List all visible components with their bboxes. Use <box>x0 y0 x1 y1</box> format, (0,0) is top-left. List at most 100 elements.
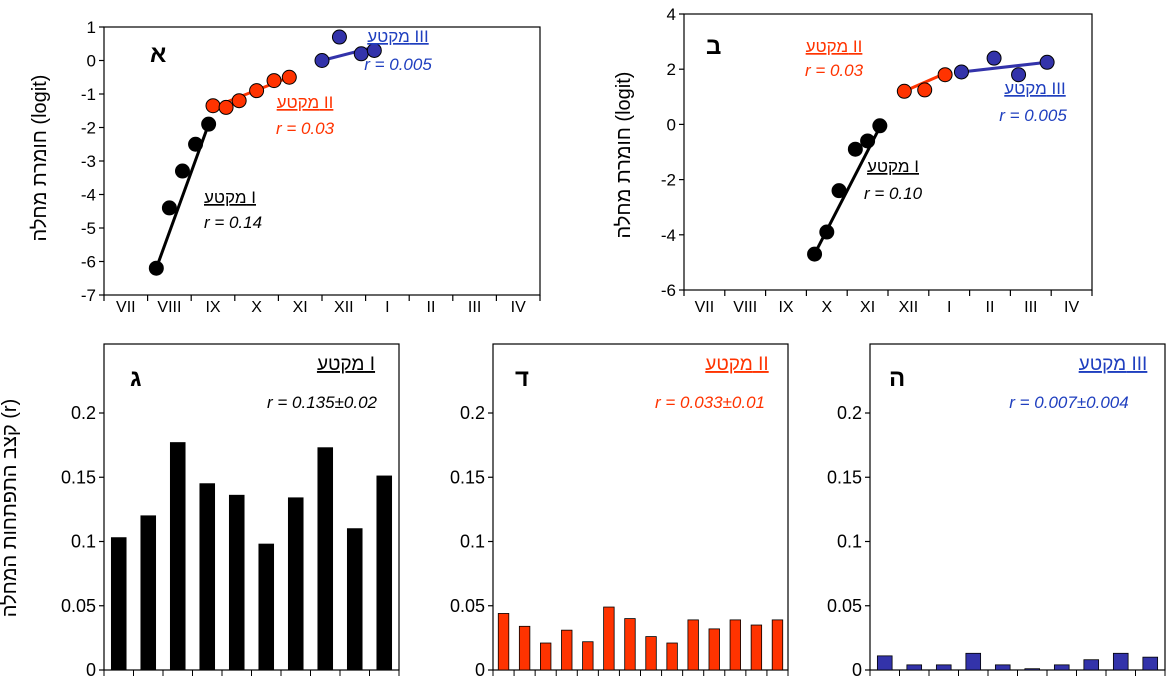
b-x-tick-label: XI <box>860 299 875 316</box>
a-y-tick-label: 1 <box>87 18 96 37</box>
panel-e-segment: מקטע III <box>1079 354 1148 375</box>
a-point-seg2 <box>266 73 282 89</box>
b-x-tick-label: III <box>1024 299 1037 316</box>
d-bar <box>603 606 615 671</box>
panel-b-frame <box>683 13 1093 291</box>
panel-a-letter: א <box>150 41 166 68</box>
b-point-seg1 <box>847 141 863 157</box>
b-x-tick-label: VII <box>695 299 715 316</box>
a-point-seg1 <box>174 163 190 179</box>
c-bar <box>199 483 216 671</box>
b-point-seg2 <box>896 83 912 99</box>
d-y-tick-label: 0.05 <box>450 596 485 616</box>
panel-b-letter: ב <box>706 33 721 60</box>
b-y-tick-label: 2 <box>667 60 676 79</box>
a-point-seg1 <box>161 200 177 216</box>
c-bar <box>110 537 127 671</box>
panel-b-seg2-r: r = 0.03 <box>805 61 864 80</box>
panel-c-bars <box>103 442 400 676</box>
panel-c-letter: ג <box>130 365 142 392</box>
d-y-tick-label: 0 <box>475 660 485 677</box>
panel-d-bars <box>492 606 789 676</box>
c-bar <box>317 447 334 671</box>
panel-c-y-ticks: 0 0.05 0.1 0.15 0.2 <box>61 403 104 677</box>
panel-a-seg1-r: r = 0.14 <box>204 213 262 232</box>
a-x-tick-label: XII <box>334 299 354 316</box>
e-bar <box>906 664 923 671</box>
a-y-tick-label: -1 <box>81 85 96 104</box>
panel-b-seg1-name: מקטע I <box>867 157 919 176</box>
d-bar <box>687 619 699 671</box>
a-point-seg2 <box>231 93 247 109</box>
panel-b: 420-2-4-6 VII VIII IX X XI XII I II III IV ב חומר… <box>613 5 1093 316</box>
a-point-seg2 <box>281 69 297 85</box>
a-y-tick-label: -7 <box>81 286 96 305</box>
a-x-tick-label: XI <box>293 299 308 316</box>
panel-b-seg2-name: מקטע II <box>806 37 863 56</box>
a-y-tick-label: 0 <box>87 52 96 71</box>
panel-b-seg3-r: r = 0.005 <box>999 106 1067 125</box>
d-bar <box>561 629 573 671</box>
panel-e-r: r = 0.007±0.004 <box>1009 393 1128 412</box>
a-point-seg3 <box>331 29 347 45</box>
panel-e: 0 0.05 0.1 0.15 0.2 ה מקטע III r = 0.007±0.0… <box>827 343 1166 677</box>
c-bar <box>376 475 393 671</box>
b-point-seg1 <box>872 118 888 134</box>
e-bar <box>1112 652 1129 671</box>
b-y-tick-label: -6 <box>661 281 676 300</box>
panel-a-seg1-name: מקטע I <box>204 188 256 207</box>
a-y-tick-label: -5 <box>81 219 96 238</box>
a-point-seg3 <box>366 42 382 58</box>
panel-d-y-ticks: 0 0.05 0.1 0.15 0.2 <box>450 403 493 677</box>
c-bar <box>228 494 245 671</box>
e-bar <box>994 664 1011 671</box>
d-y-tick-label: 0.2 <box>460 403 485 423</box>
b-x-tick-label: XII <box>899 299 919 316</box>
e-y-tick-label: 0.05 <box>827 596 862 616</box>
e-bar <box>935 664 952 671</box>
a-point-seg2 <box>249 83 265 99</box>
d-bar <box>540 642 552 671</box>
c-bar <box>346 528 363 671</box>
b-point-seg2 <box>937 67 953 83</box>
b-point-seg3 <box>1011 67 1027 83</box>
c-bar <box>140 515 157 671</box>
a-point-seg1 <box>148 260 164 276</box>
panel-a-seg2-name: מקטע II <box>277 93 334 112</box>
b-point-seg1 <box>819 224 835 240</box>
d-bar <box>750 624 763 671</box>
panel-e-letter: ה <box>889 365 905 392</box>
b-point-seg3 <box>986 50 1002 66</box>
a-x-tick-label: II <box>427 299 436 316</box>
a-x-tick-label: X <box>251 299 262 316</box>
a-y-tick-label: -4 <box>81 186 96 205</box>
e-y-tick-label: 0.15 <box>827 467 862 487</box>
a-point-seg2 <box>218 99 234 115</box>
d-bar <box>708 628 720 671</box>
d-bar <box>729 619 741 671</box>
panel-c-segment: מקטע I <box>317 354 375 375</box>
c-bar <box>287 497 304 671</box>
b-y-tick-label: -2 <box>661 171 676 190</box>
c-y-tick-label: 0.1 <box>71 532 96 552</box>
a-x-tick-label: VII <box>116 299 136 316</box>
panel-a-y-ticks: 1 0 -1 -2 -3 -4 -5 -6 -7 <box>81 18 104 305</box>
panel-c-r: r = 0.135±0.02 <box>267 393 378 412</box>
panel-c-ylabel: קצב התפתחות המחלה (r) <box>0 399 21 617</box>
a-point-seg2 <box>205 98 221 114</box>
a-x-tick-label: IX <box>205 299 220 316</box>
b-x-tick-label: IV <box>1064 299 1079 316</box>
b-y-tick-label: -4 <box>661 226 676 245</box>
b-fit-line-seg3 <box>961 60 1048 74</box>
e-y-tick-label: 0.1 <box>837 532 862 552</box>
panel-e-bars <box>869 652 1166 676</box>
b-x-tick-label: X <box>821 299 832 316</box>
panel-a-seg3-name: מקטע III <box>367 27 428 46</box>
d-bar <box>666 642 678 671</box>
panel-d-letter: ד <box>515 365 529 392</box>
b-point-seg3 <box>953 64 969 80</box>
b-point-seg1 <box>860 133 876 149</box>
b-point-seg3 <box>1039 54 1055 70</box>
d-bar <box>624 618 636 671</box>
